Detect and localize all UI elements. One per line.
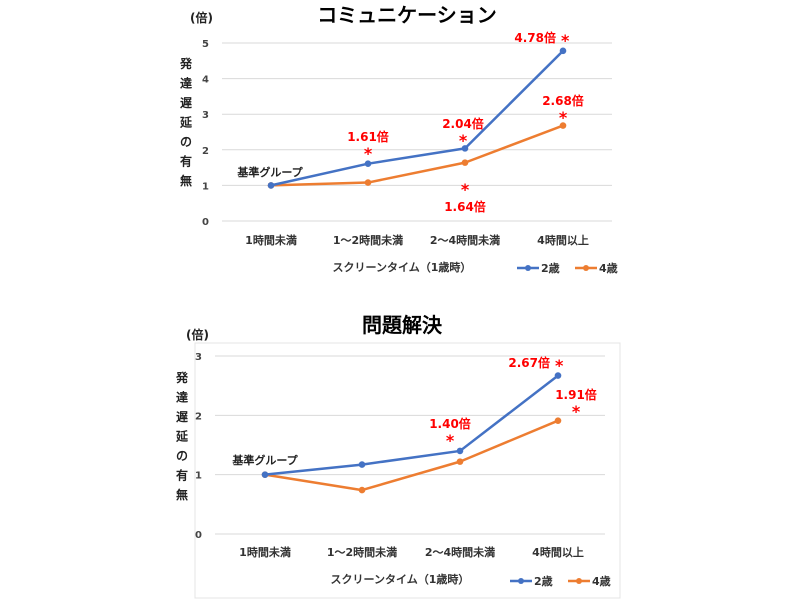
baseline-label: 基準グループ xyxy=(236,165,303,179)
data-label: 1.64倍 xyxy=(444,199,486,214)
significance-mark: * xyxy=(364,144,373,163)
baseline-label: 基準グループ xyxy=(231,453,298,467)
y-tick-label: 1 xyxy=(202,181,209,192)
x-tick-label: 1時間未満 xyxy=(245,233,297,247)
y-tick-label: 2 xyxy=(202,146,209,157)
series-line-2歳 xyxy=(270,49,564,187)
legend-label: 2歳 xyxy=(534,574,553,588)
y-axis-label-char: 無 xyxy=(176,487,188,502)
y-axis-label-char: 延 xyxy=(179,115,193,130)
x-tick-label: 1〜2時間未満 xyxy=(333,233,403,247)
data-label: 4.78倍 xyxy=(514,30,556,45)
x-tick-label: 4時間以上 xyxy=(537,233,589,247)
data-point xyxy=(461,159,469,166)
significance-mark: * xyxy=(461,180,470,199)
series-line-4歳 xyxy=(270,124,564,187)
chart-title: 問題解決 xyxy=(362,313,443,337)
legend-label: 4歳 xyxy=(599,261,618,275)
series-line-2歳 xyxy=(264,374,559,476)
y-tick-label: 0 xyxy=(195,530,202,541)
data-label: 2.68倍 xyxy=(542,93,584,108)
y-tick-label: 3 xyxy=(202,110,209,121)
data-point xyxy=(358,486,366,494)
y-axis-label-char: 達 xyxy=(180,76,192,91)
y-tick-label: 4 xyxy=(202,75,209,86)
data-point xyxy=(456,458,464,465)
y-axis-label-char: 遅 xyxy=(180,96,192,110)
data-point xyxy=(554,417,562,424)
data-label: 2.04倍 xyxy=(442,116,484,131)
data-point xyxy=(364,160,372,167)
chart-title: コミュニケーション xyxy=(317,3,497,27)
data-point xyxy=(358,461,366,468)
legend-marker xyxy=(525,265,531,271)
significance-mark: * xyxy=(561,31,570,50)
legend-marker xyxy=(583,265,589,271)
data-point xyxy=(456,447,464,455)
y-tick-label: 2 xyxy=(195,411,202,422)
data-point xyxy=(559,47,567,55)
y-axis-label-char: 有 xyxy=(176,468,188,483)
legend-label: 4歳 xyxy=(592,574,611,588)
y-unit-label: (倍) xyxy=(186,327,209,342)
y-axis-label-char: 無 xyxy=(180,173,192,188)
y-tick-label: 0 xyxy=(202,217,209,228)
data-point xyxy=(461,145,469,152)
y-axis-label-char: 有 xyxy=(180,154,192,169)
y-axis-label-char: 発 xyxy=(179,56,193,71)
x-tick-label: 1〜2時間未満 xyxy=(327,545,397,559)
y-axis-label-char: 発 xyxy=(175,370,189,385)
y-tick-label: 3 xyxy=(195,352,202,363)
x-axis-label: スクリーンタイム（1歳時） xyxy=(331,572,470,586)
legend-marker xyxy=(518,578,524,584)
data-point xyxy=(267,182,275,189)
chart-border xyxy=(194,342,621,599)
x-tick-label: 2〜4時間未満 xyxy=(430,233,500,247)
y-axis-label-char: 遅 xyxy=(176,410,188,424)
data-point xyxy=(559,122,567,129)
data-label: 1.61倍 xyxy=(347,129,389,144)
y-axis-label-char: の xyxy=(180,135,192,149)
x-tick-label: 1時間未満 xyxy=(239,545,291,559)
x-axis-label: スクリーンタイム（1歳時） xyxy=(333,260,472,274)
y-axis-label-char: の xyxy=(176,449,188,463)
y-axis-label-char: 達 xyxy=(176,390,188,405)
y-unit-label: (倍) xyxy=(190,10,213,25)
data-label: 2.67倍 xyxy=(508,355,550,370)
data-point xyxy=(261,471,269,478)
data-label: 1.91倍 xyxy=(555,387,597,402)
data-point xyxy=(554,372,562,379)
significance-mark: * xyxy=(572,402,581,421)
y-tick-label: 5 xyxy=(202,39,209,50)
data-label: 1.40倍 xyxy=(429,416,471,431)
y-axis-label-char: 延 xyxy=(175,429,189,444)
legend-marker xyxy=(576,578,582,584)
significance-mark: * xyxy=(459,131,468,150)
significance-mark: * xyxy=(446,431,455,450)
x-tick-label: 2〜4時間未満 xyxy=(425,545,495,559)
significance-mark: * xyxy=(559,108,568,127)
y-tick-label: 1 xyxy=(195,471,202,482)
data-point xyxy=(364,179,372,186)
significance-mark: * xyxy=(555,356,564,375)
legend-label: 2歳 xyxy=(541,261,560,275)
x-tick-label: 4時間以上 xyxy=(532,545,584,559)
series-line-4歳 xyxy=(264,419,559,492)
